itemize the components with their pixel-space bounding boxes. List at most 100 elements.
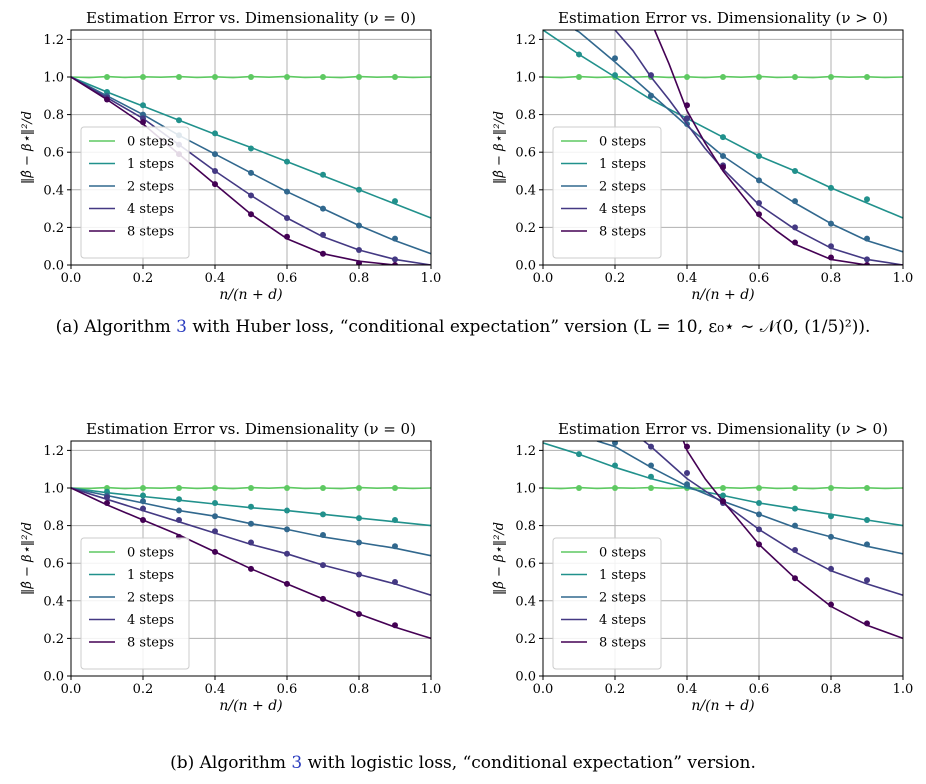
data-point	[284, 74, 290, 80]
data-point	[176, 516, 182, 523]
y-tick-label: 0.4	[43, 183, 64, 198]
y-axis-label: ‖β̂ − β⋆‖²/d	[20, 111, 35, 184]
data-point	[392, 579, 398, 585]
x-tick-label: 1.0	[893, 682, 914, 697]
data-point	[392, 516, 398, 523]
data-point	[212, 130, 218, 137]
x-axis-label: n/(n + d)	[691, 698, 754, 714]
x-axis-label: n/(n + d)	[219, 698, 282, 714]
x-tick-label: 0.4	[677, 682, 698, 697]
data-point	[284, 485, 290, 491]
data-point	[392, 485, 398, 491]
x-tick-label: 0.6	[749, 682, 770, 697]
data-point	[684, 102, 690, 109]
caption-a: (a) Algorithm 3 with Huber loss, “condit…	[0, 317, 926, 337]
caption-a-suffix: with Huber loss, “conditional expectatio…	[186, 317, 871, 337]
x-tick-label: 1.0	[421, 271, 442, 286]
data-point	[612, 441, 618, 446]
data-point	[612, 55, 618, 62]
y-tick-label: 0.2	[43, 221, 64, 236]
y-tick-label: 0.0	[515, 670, 536, 685]
y-tick-label: 0.4	[515, 594, 536, 609]
data-point	[756, 485, 762, 491]
y-tick-label: 0.6	[515, 146, 536, 161]
legend-label: 0 steps	[127, 135, 174, 150]
x-tick-label: 1.0	[421, 682, 442, 697]
y-tick-label: 0.4	[43, 594, 64, 609]
x-tick-label: 0.4	[677, 271, 698, 286]
data-point	[864, 577, 870, 584]
data-point	[792, 239, 798, 246]
data-point	[320, 595, 326, 602]
data-point	[720, 134, 726, 141]
data-point	[212, 528, 218, 535]
data-point	[284, 233, 290, 240]
legend-label: 1 steps	[599, 157, 646, 172]
data-point	[756, 74, 762, 80]
data-point	[576, 74, 582, 80]
data-point	[176, 117, 182, 124]
data-point	[828, 601, 834, 608]
data-point	[864, 74, 870, 80]
data-point	[828, 184, 834, 191]
y-tick-label: 0.0	[515, 259, 536, 274]
data-point	[392, 235, 398, 242]
data-point	[612, 485, 618, 491]
data-point	[320, 74, 326, 80]
data-point	[248, 145, 254, 152]
data-point	[792, 485, 798, 491]
data-point	[212, 500, 218, 507]
y-tick-label: 1.2	[515, 444, 536, 459]
x-tick-label: 0.6	[749, 271, 770, 286]
chart-title: Estimation Error vs. Dimensionality (ν =…	[86, 9, 416, 27]
data-point	[828, 513, 834, 520]
data-point	[392, 256, 398, 263]
data-point	[140, 102, 146, 109]
y-tick-label: 0.8	[515, 519, 536, 534]
caption-b-algorithm-ref[interactable]: 3	[291, 753, 303, 773]
y-axis-label: ‖β̂ − β⋆‖²/d	[492, 111, 507, 184]
data-point	[828, 254, 834, 261]
data-point	[284, 526, 290, 533]
data-point	[576, 51, 582, 58]
data-point	[864, 235, 870, 242]
x-tick-label: 0.0	[533, 271, 554, 286]
y-tick-label: 0.2	[515, 632, 536, 647]
axes-frame	[70, 440, 432, 677]
data-point	[792, 522, 798, 529]
data-point	[864, 516, 870, 523]
axes-frame	[542, 440, 904, 677]
caption-a-algorithm-ref[interactable]: 3	[176, 317, 187, 337]
y-tick-label: 0.0	[43, 259, 64, 274]
axes-frame	[542, 29, 904, 266]
x-axis-label: n/(n + d)	[219, 287, 282, 303]
y-tick-label: 0.6	[515, 557, 536, 572]
legend-label: 8 steps	[599, 636, 646, 651]
data-point	[320, 250, 326, 257]
caption-a-prefix: (a) Algorithm	[55, 317, 177, 337]
plot-area	[71, 74, 431, 265]
plot-area	[543, 30, 903, 265]
y-axis-label: ‖β̂ − β⋆‖²/d	[492, 522, 507, 595]
data-point	[212, 74, 218, 80]
data-point	[684, 74, 690, 80]
data-point	[176, 74, 182, 80]
y-tick-label: 0.4	[515, 183, 536, 198]
data-point	[648, 473, 654, 480]
data-point	[756, 199, 762, 206]
x-tick-label: 0.4	[205, 682, 226, 697]
data-point	[792, 547, 798, 554]
y-tick-label: 1.0	[43, 71, 64, 86]
data-point	[828, 243, 834, 250]
series-line-8-steps	[682, 441, 903, 640]
data-point	[248, 520, 254, 527]
data-point	[248, 211, 254, 218]
x-tick-label: 0.8	[349, 271, 370, 286]
series-line-4-steps	[643, 441, 903, 596]
legend-label: 2 steps	[599, 591, 646, 606]
data-point	[320, 171, 326, 178]
legend-label: 0 steps	[599, 546, 646, 561]
data-point	[828, 533, 834, 540]
y-tick-label: 0.6	[43, 557, 64, 572]
legend-label: 8 steps	[599, 225, 646, 240]
